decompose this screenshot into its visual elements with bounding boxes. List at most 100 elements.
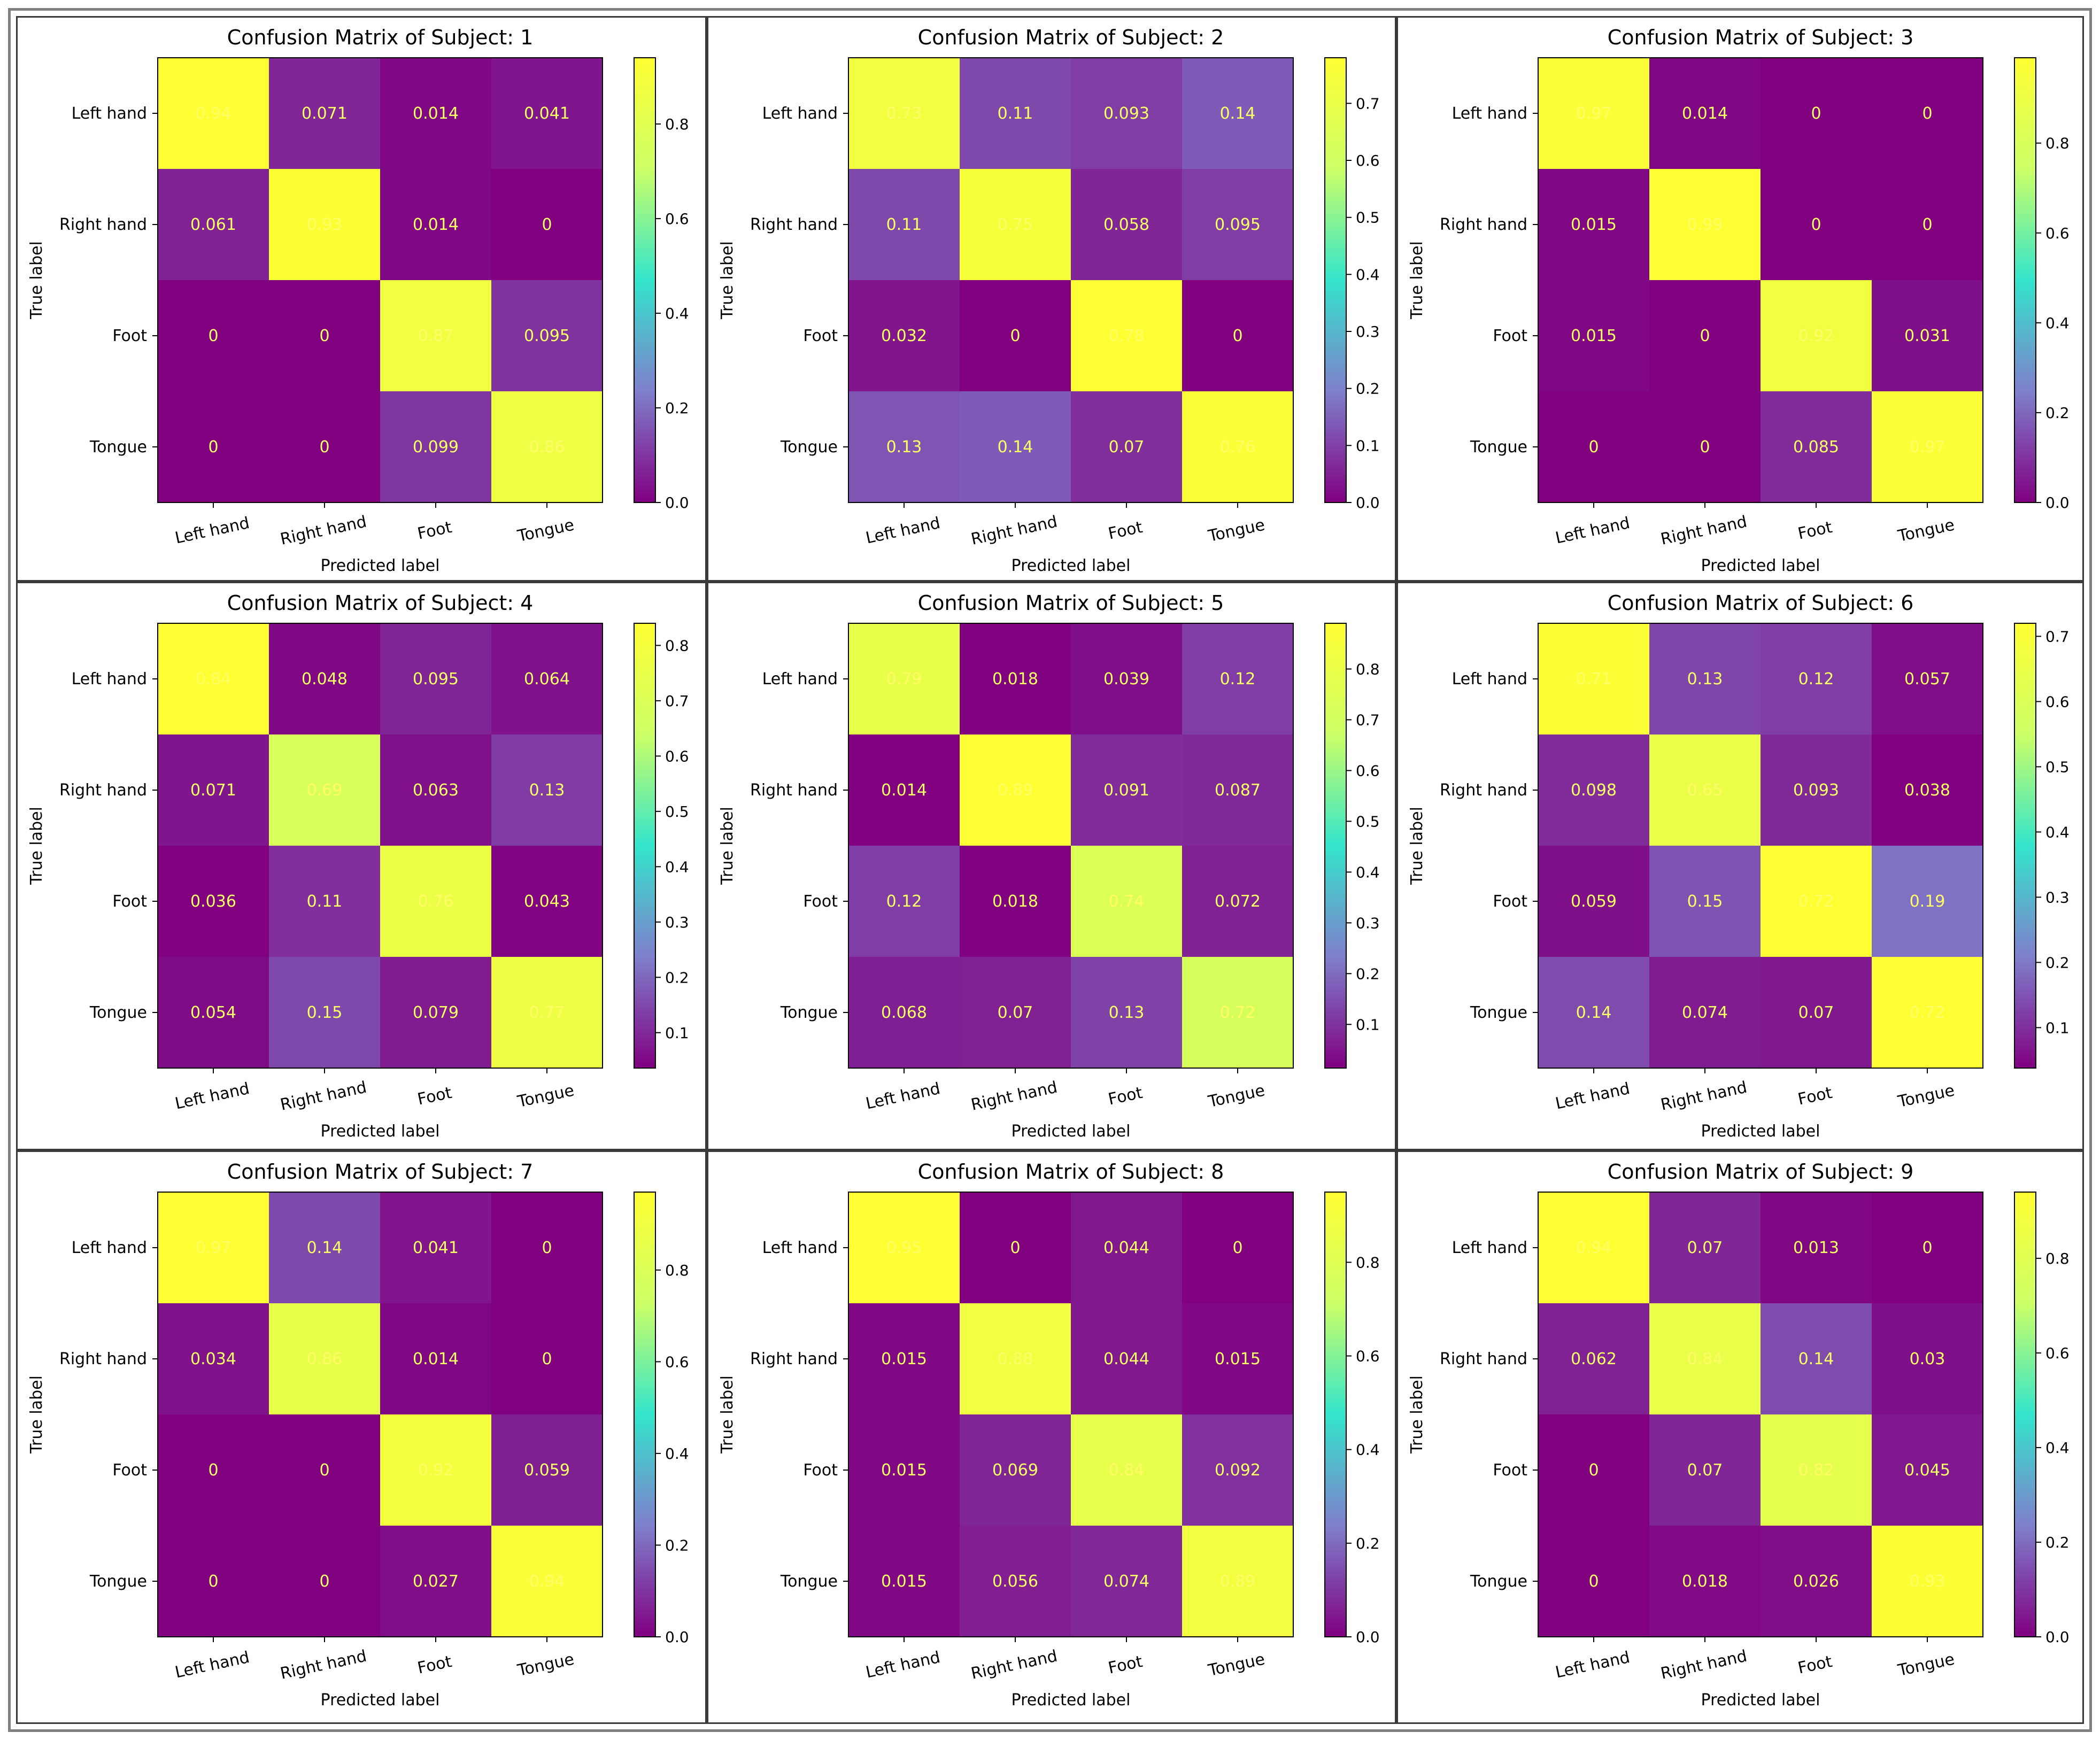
cell-value-label: 0.068 [881,1003,927,1022]
matrix-cell [491,846,603,957]
x-tick-label: Tongue [1896,515,1956,546]
cell-value-label: 0.72 [1910,1003,1945,1022]
y-tick-label: Tongue [89,1003,147,1022]
y-tick-label: Foot [803,1461,838,1480]
matrix-cell [848,957,960,1068]
matrix-frame [157,57,603,503]
matrix-cell [1538,623,1649,734]
colorbar-tick-label: 0.4 [665,1445,689,1463]
y-tick-label: Right hand [59,215,147,234]
matrix-frame [848,623,1294,1069]
y-tick-label: Tongue [89,438,147,457]
matrix-cell [1538,1414,1649,1526]
chart-title: Confusion Matrix of Subject: 1 [227,26,534,49]
x-tick-label: Foot [416,1652,454,1678]
colorbar [1324,1192,1347,1637]
colorbar-tick-label: 0.2 [665,1536,689,1554]
cell-value-label: 0.07 [1687,1239,1723,1257]
matrix-cell [380,280,491,391]
cell-value-label: 0.95 [886,1239,922,1257]
cell-value-label: 0.87 [418,327,454,345]
matrix-cell [380,391,491,502]
matrix-cell [848,1303,960,1414]
confusion-matrix-panel-1: Confusion Matrix of Subject: 1 0.94 0.071 0… [16,16,707,582]
figure-outer-border [8,8,2092,1732]
cell-value-label: 0.97 [1576,104,1612,123]
colorbar [634,623,656,1069]
matrix-cell [1872,957,1983,1068]
colorbar-tick-label: 0.7 [665,692,689,710]
x-tick-label: Right hand [1659,1078,1749,1115]
colorbar [2014,57,2036,503]
cell-value-label: 0.14 [1798,1350,1834,1368]
matrix-cell [960,1526,1071,1637]
cell-value-label: 0 [1010,1239,1020,1257]
cell-value-label: 0.014 [881,781,927,800]
matrix-cell [1538,1192,1649,1303]
matrix-cell [1071,846,1182,957]
matrix-cell [1761,1303,1872,1414]
colorbar-tick-label: 0.7 [1356,95,1380,112]
matrix-cell [1071,734,1182,846]
colorbar-tick-label: 0.1 [1356,1016,1380,1033]
colorbar-tick-label: 0.4 [665,305,689,322]
cell-value-label: 0.018 [1682,1572,1728,1591]
cell-value-label: 0.099 [413,438,459,457]
cell-value-label: 0 [1700,327,1710,345]
cell-value-label: 0.038 [1904,781,1950,800]
chart-title: Confusion Matrix of Subject: 8 [918,1160,1224,1184]
x-tick-label: Tongue [1206,1650,1267,1680]
x-axis-label: Predicted label [321,1122,440,1141]
matrix-cell [380,58,491,169]
y-tick-label: Left hand [1452,104,1527,123]
cell-value-label: 0.76 [418,892,454,911]
matrix-cell [1538,169,1649,280]
x-tick-label: Tongue [1206,1081,1267,1111]
cell-value-label: 0.069 [992,1461,1038,1480]
matrix-cell [1182,169,1293,280]
colorbar-tick-label: 0.0 [2045,1628,2070,1646]
matrix-cell [1071,1303,1182,1414]
x-tick-label: Right hand [969,1078,1059,1115]
cell-value-label: 0.059 [524,1461,570,1480]
matrix-cell [960,169,1071,280]
cell-value-label: 0.072 [1215,892,1261,911]
cell-value-label: 0.071 [302,104,348,123]
y-tick-label: Foot [803,892,838,911]
cell-value-label: 0.032 [881,327,927,345]
cell-value-label: 0.074 [1682,1003,1728,1022]
colorbar-tick-label: 0.8 [665,1262,689,1279]
matrix-cell [960,280,1071,391]
cell-value-label: 0 [1010,327,1020,345]
matrix-cell [1649,169,1761,280]
colorbar [1324,623,1347,1069]
cell-value-label: 0 [1922,215,1932,234]
matrix-cell [960,1303,1071,1414]
x-tick-label: Left hand [173,514,251,548]
matrix-cell [1649,1526,1761,1637]
y-tick-label: Foot [112,892,147,911]
confusion-matrix-svg: Confusion Matrix of Subject: 3 0.97 0.014 0… [1408,26,2070,575]
cell-value-label: 0.015 [881,1461,927,1480]
confusion-matrix-panel-5: Confusion Matrix of Subject: 5 0.79 0.018 0… [707,582,1396,1150]
y-tick-label: Tongue [780,438,838,457]
matrix-cell [269,846,380,957]
colorbar-tick-label: 0.4 [2045,314,2070,332]
matrix-cell [1538,58,1649,169]
confusion-matrix-svg: Confusion Matrix of Subject: 4 0.84 0.048 0… [27,591,689,1141]
y-tick-label: Left hand [762,104,838,123]
x-tick-label: Tongue [515,1081,576,1111]
matrix-cell [1538,391,1649,502]
matrix-cell [380,1526,491,1637]
matrix-cell [848,169,960,280]
matrix-cell [1649,846,1761,957]
cell-value-label: 0 [542,1350,552,1368]
matrix-cell [1761,623,1872,734]
colorbar-tick-label: 0.5 [2045,758,2070,776]
cell-value-label: 0.057 [1904,670,1950,689]
cell-value-label: 0.093 [1103,104,1149,123]
matrix-cell [380,957,491,1068]
matrix-cell [380,1303,491,1414]
chart-title: Confusion Matrix of Subject: 3 [1608,26,1914,49]
colorbar-tick-label: 0.6 [1356,762,1380,779]
